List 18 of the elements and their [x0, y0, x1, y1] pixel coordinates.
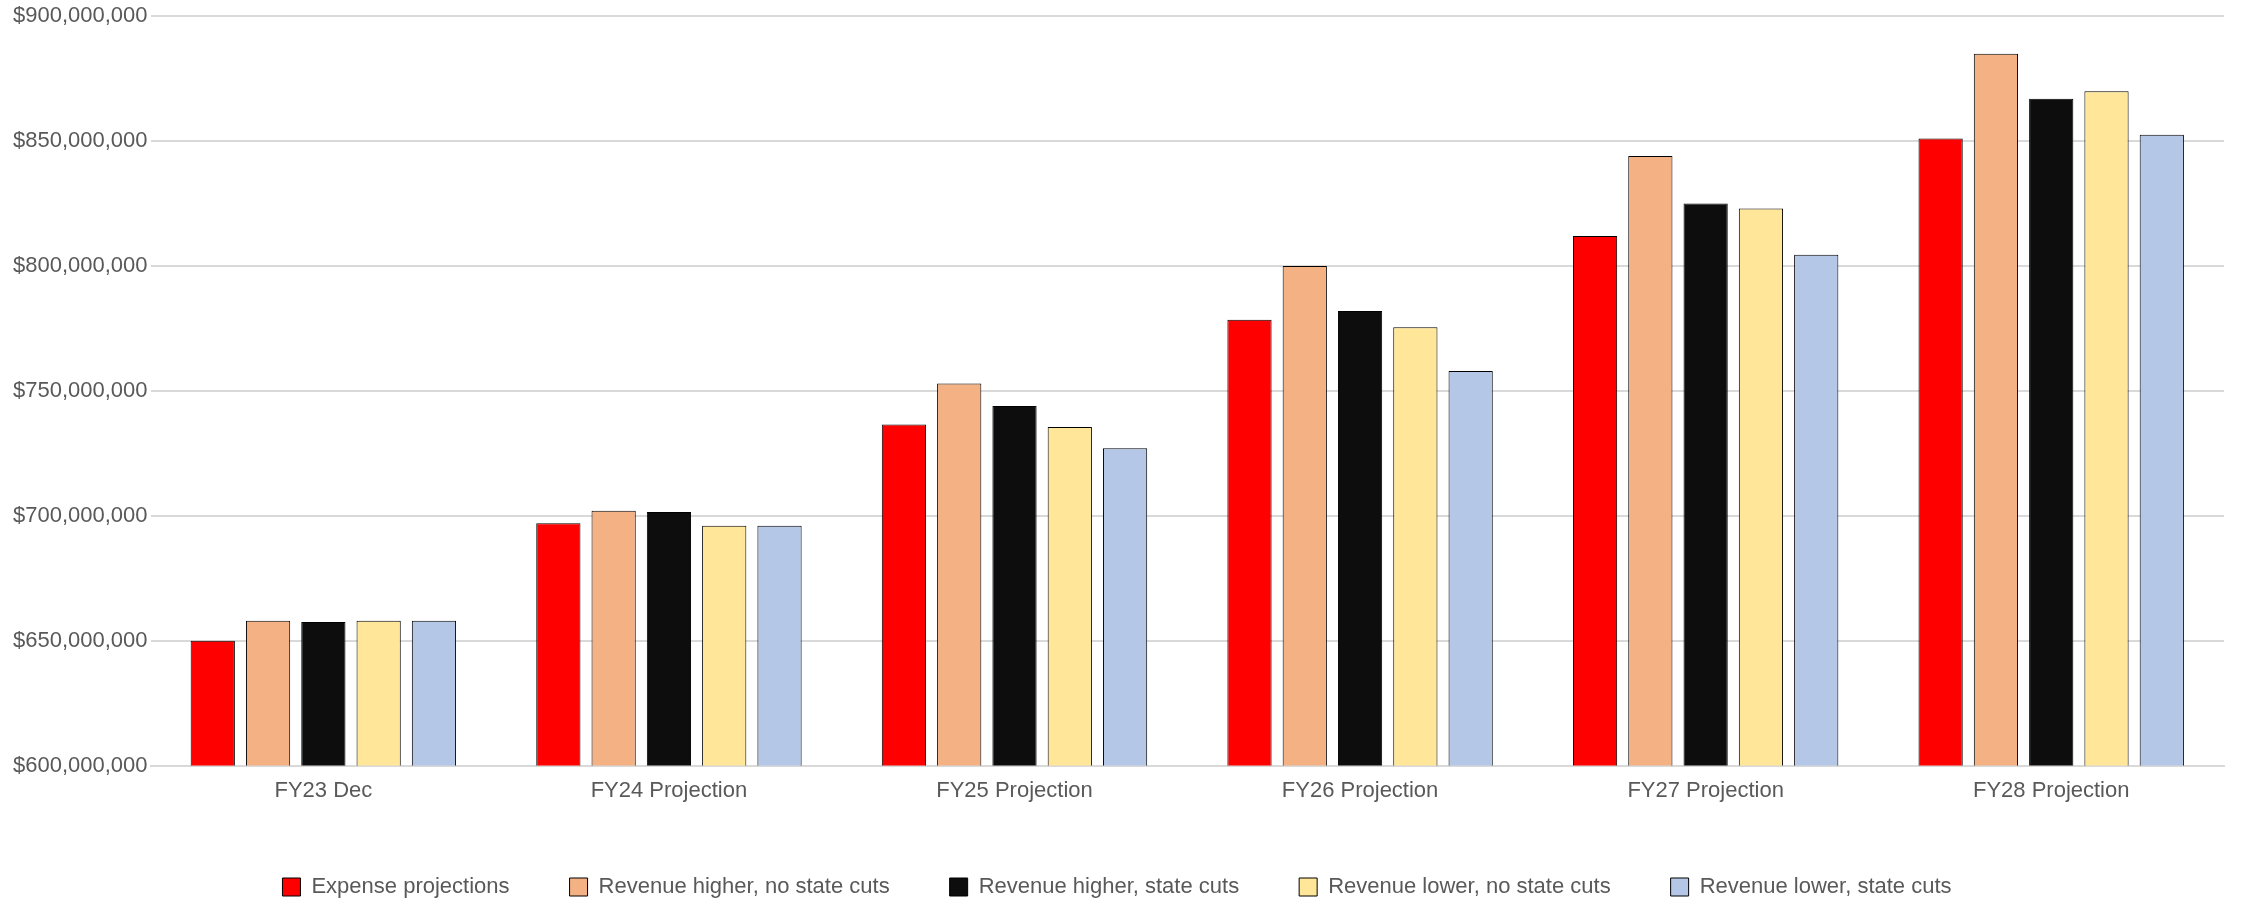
- x-tick-label: FY23 Dec: [274, 776, 373, 802]
- y-tick-label: $750,000,000: [13, 376, 148, 402]
- y-tick-label: $650,000,000: [13, 626, 148, 652]
- x-tick-label: FY24 Projection: [590, 776, 748, 802]
- y-tick-label: $800,000,000: [13, 252, 148, 278]
- x-tick-label: FY28 Projection: [1972, 776, 2130, 802]
- y-tick-label: $700,000,000: [13, 501, 148, 527]
- y-tick-label: $900,000,000: [13, 2, 148, 28]
- y-tick-label: $600,000,000: [13, 751, 148, 777]
- y-tick-label: $850,000,000: [13, 127, 148, 153]
- x-tick-label: FY25 Projection: [936, 776, 1093, 802]
- legend-label: Revenue lower, no state cuts: [1328, 873, 1611, 899]
- x-tick-label: FY27 Projection: [1627, 776, 1784, 802]
- legend-label: Revenue lower, state cuts: [1699, 873, 1952, 899]
- legend-label: Revenue higher, state cuts: [978, 873, 1240, 899]
- legend-label: Revenue higher, no state cuts: [598, 873, 890, 899]
- x-tick-label: FY26 Projection: [1281, 776, 1439, 802]
- legend-label: Expense projections: [311, 873, 510, 899]
